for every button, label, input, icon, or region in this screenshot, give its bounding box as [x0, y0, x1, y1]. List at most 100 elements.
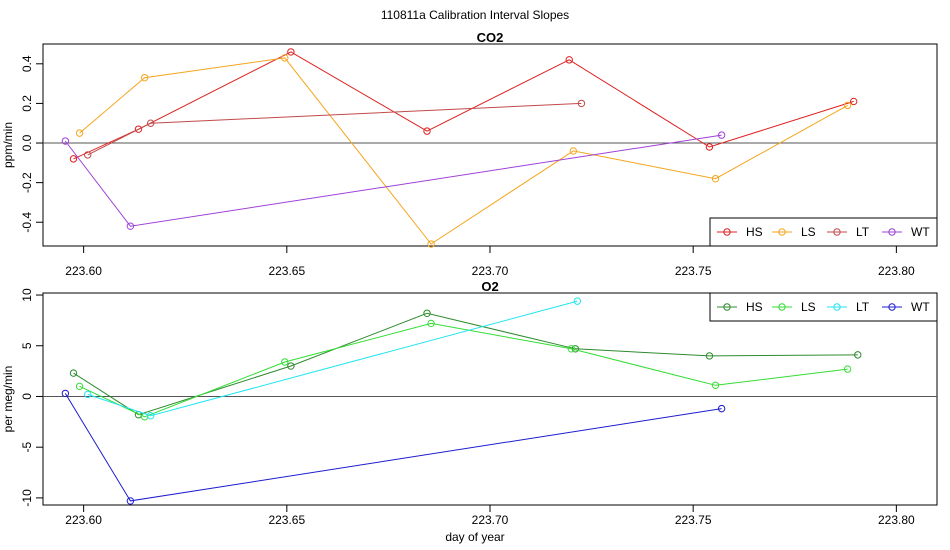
- data-point: [705, 352, 714, 360]
- data-point: [567, 345, 575, 353]
- series-line: [64, 393, 722, 502]
- data-point: [146, 119, 155, 127]
- legend-marker: [723, 228, 731, 236]
- series-hs: [69, 48, 858, 163]
- data-point: [84, 390, 92, 399]
- data-point: [281, 358, 289, 366]
- y-tick-label: 0.2: [20, 95, 34, 112]
- legend-entry-ls: LS: [772, 300, 816, 314]
- series-line: [64, 134, 722, 227]
- x-tick-label: 223.65: [268, 264, 305, 278]
- x-tick-label: 223.75: [675, 513, 712, 527]
- legend-entry-wt: WT: [882, 300, 930, 314]
- panel-co2: CO2 223.60 223.65 223.70 223.75 223.80 -0.4 -0.…: [1, 30, 938, 278]
- data-point: [427, 240, 435, 248]
- data-point: [711, 174, 720, 183]
- series-line: [87, 102, 582, 156]
- legend-box: [709, 217, 938, 247]
- legend-marker: [833, 228, 841, 236]
- x-axis-label: day of year: [445, 530, 504, 544]
- legend-entry-lt: LT: [827, 225, 870, 239]
- panel-title: CO2: [477, 30, 504, 45]
- data-point: [146, 412, 155, 420]
- legend-entry-wt: WT: [882, 225, 930, 239]
- legend-entry-hs: HS: [717, 225, 763, 239]
- data-point: [423, 309, 431, 317]
- x-tick-label: 223.75: [675, 264, 712, 278]
- data-point: [577, 99, 586, 108]
- panel-title: O2: [481, 279, 498, 294]
- legend-label: HS: [746, 300, 763, 314]
- figure-title: 110811a Calibration Interval Slopes: [381, 8, 569, 22]
- series-line: [79, 57, 848, 245]
- data-point: [140, 73, 149, 82]
- data-point: [61, 389, 70, 398]
- legend-marker: [833, 303, 841, 311]
- legend-marker: [778, 303, 786, 311]
- plot-frame: [42, 43, 938, 247]
- y-tick-label: 0: [20, 393, 34, 400]
- series-wt: [61, 389, 726, 505]
- data-point: [281, 54, 289, 62]
- data-point: [843, 365, 852, 373]
- series-wt: [61, 131, 726, 230]
- series-lt: [84, 99, 586, 159]
- data-point: [61, 137, 70, 145]
- legend-label: LT: [856, 300, 870, 314]
- legend-label: LS: [801, 225, 816, 239]
- data-point: [565, 56, 573, 64]
- legend-marker: [888, 228, 896, 236]
- data-point: [843, 101, 852, 110]
- legend-marker: [723, 303, 731, 311]
- y-axis-label: ppm/min: [1, 122, 15, 168]
- y-tick-label: 5: [20, 342, 34, 349]
- data-point: [573, 297, 582, 305]
- data-point: [75, 129, 84, 137]
- x-tick-label: 223.70: [472, 264, 509, 278]
- legend-marker: [778, 228, 786, 236]
- chart-panels: CO2 223.60 223.65 223.70 223.75 223.80 -0.4 -0.…: [1, 30, 938, 527]
- legend-label: WT: [911, 300, 930, 314]
- data-point: [126, 222, 135, 230]
- y-tick-label: -10: [20, 489, 34, 507]
- legend: HS LS LT WT: [709, 292, 938, 322]
- data-point: [717, 404, 726, 413]
- data-point: [69, 155, 78, 163]
- series-line: [79, 322, 848, 418]
- y-tick-label: 0.0: [20, 134, 34, 151]
- x-tick-label: 223.60: [65, 264, 102, 278]
- x-tick-label: 223.65: [268, 513, 305, 527]
- legend-marker: [888, 303, 896, 311]
- series-ls: [75, 319, 852, 421]
- legend-entry-ls: LS: [772, 225, 816, 239]
- data-point: [134, 125, 143, 133]
- data-point: [711, 381, 720, 390]
- y-tick-label: -0.4: [20, 212, 34, 233]
- series-line: [87, 300, 578, 417]
- data-point: [287, 362, 295, 370]
- series-ls: [75, 54, 852, 248]
- x-tick-label: 223.70: [472, 513, 509, 527]
- x-tick-label: 223.80: [878, 264, 915, 278]
- legend-label: WT: [911, 225, 930, 239]
- data-point: [69, 369, 78, 377]
- y-tick-label: 10: [20, 288, 34, 302]
- data-point: [84, 151, 92, 159]
- series-hs: [69, 309, 862, 419]
- y-tick-label: 0.4: [20, 55, 34, 72]
- legend-entry-lt: LT: [827, 300, 870, 314]
- y-axis-label: per meg/min: [1, 366, 15, 433]
- series-line: [73, 312, 858, 416]
- data-point: [705, 143, 714, 151]
- data-point: [849, 97, 858, 106]
- x-tick-label: 223.80: [878, 513, 915, 527]
- y-tick-label: -5: [20, 442, 34, 453]
- legend-label: HS: [746, 225, 763, 239]
- legend-label: LT: [856, 225, 870, 239]
- data-point: [569, 147, 578, 155]
- data-point: [287, 48, 295, 56]
- data-point: [126, 497, 135, 505]
- x-tick-label: 223.60: [65, 513, 102, 527]
- data-point: [423, 127, 431, 135]
